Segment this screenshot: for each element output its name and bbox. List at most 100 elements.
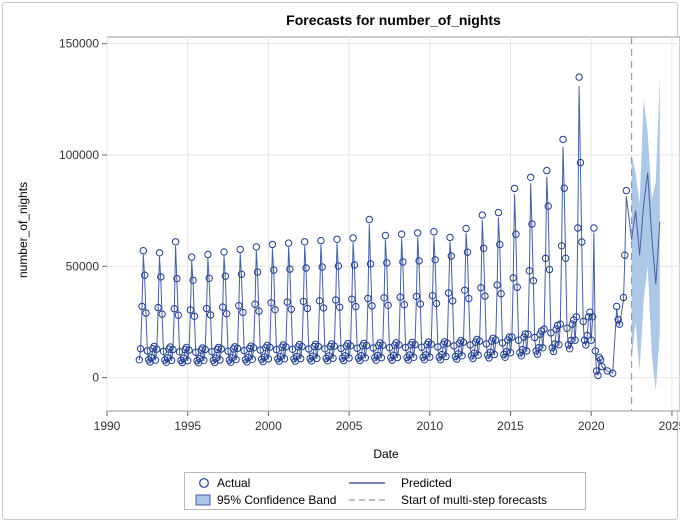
actual-point <box>536 330 544 338</box>
x-axis-label: Date <box>373 447 399 461</box>
actual-point <box>541 254 550 262</box>
actual-point <box>521 330 529 338</box>
x-tick-label: 2025 <box>659 419 680 433</box>
actual-point <box>174 311 183 319</box>
actual-point <box>576 158 585 167</box>
actual-point <box>345 354 353 362</box>
actual-point <box>330 342 338 350</box>
actual-point <box>395 341 403 349</box>
actual-point <box>251 300 259 308</box>
actual-point <box>334 262 343 270</box>
actual-point <box>190 312 199 320</box>
actual-point <box>416 300 425 308</box>
actual-point <box>135 356 144 364</box>
actual-point <box>551 340 559 348</box>
actual-point <box>494 208 503 217</box>
actual-marker-icon <box>199 478 209 488</box>
actual-point <box>366 260 375 268</box>
actual-point <box>361 354 369 362</box>
y-tick-label: 50000 <box>66 259 100 273</box>
actual-point <box>502 347 511 356</box>
actual-point <box>493 281 501 289</box>
actual-point <box>204 250 212 259</box>
actual-point <box>301 238 309 246</box>
actual-point <box>461 286 469 294</box>
actual-point <box>529 277 538 285</box>
actual-point <box>329 354 337 362</box>
actual-point <box>525 267 534 275</box>
actual-point <box>282 343 290 351</box>
actual-point <box>563 324 571 332</box>
actual-point <box>567 336 575 345</box>
actual-point <box>377 354 386 362</box>
x-tick-label: 1995 <box>174 419 201 433</box>
actual-point <box>180 354 188 362</box>
actual-point <box>163 354 172 362</box>
actual-point <box>505 333 513 341</box>
actual-point <box>138 302 146 311</box>
y-tick-label: 0 <box>92 371 99 385</box>
y-axis-label: number_of_nights <box>16 182 30 278</box>
actual-point <box>173 274 181 283</box>
actual-point <box>411 340 419 349</box>
actual-point <box>396 293 404 301</box>
actual-point <box>349 234 357 242</box>
x-tick-label: 2005 <box>336 419 363 433</box>
actual-point <box>217 345 226 353</box>
actual-point <box>422 351 430 359</box>
actual-point <box>169 345 177 354</box>
actual-point <box>270 266 278 274</box>
actual-point <box>248 355 257 363</box>
actual-point <box>430 228 438 236</box>
forecast-start-line-icon <box>349 499 385 501</box>
actual-point <box>518 345 527 354</box>
actual-point <box>271 306 279 314</box>
actual-point <box>237 270 246 278</box>
actual-point <box>479 244 488 253</box>
actual-point <box>412 292 421 301</box>
legend-label-band: 95% Confidence Band <box>217 493 337 507</box>
actual-point <box>314 342 322 351</box>
actual-point <box>228 354 236 362</box>
actual-point <box>431 256 439 264</box>
actual-point <box>400 301 408 309</box>
predicted-line-icon <box>349 482 385 484</box>
actual-point <box>539 344 547 352</box>
actual-point <box>364 294 372 303</box>
actual-point <box>197 346 205 354</box>
actual-point <box>136 345 145 353</box>
actual-point <box>458 352 466 360</box>
actual-point <box>379 341 387 349</box>
actual-point <box>426 353 434 361</box>
actual-point <box>475 337 484 345</box>
actual-point <box>365 215 373 224</box>
actual-point <box>189 276 197 284</box>
actual-point <box>202 304 211 313</box>
actual-point <box>572 313 581 321</box>
actual-point <box>287 305 295 313</box>
actual-point <box>221 272 230 280</box>
actual-point <box>220 248 228 256</box>
actual-point <box>415 257 423 265</box>
actual-point <box>266 343 274 351</box>
x-tick-label: 2015 <box>497 419 524 433</box>
actual-point <box>293 352 301 361</box>
actual-point <box>313 354 321 363</box>
actual-point <box>383 259 391 267</box>
confidence-band-icon <box>195 494 211 506</box>
actual-point <box>399 258 407 266</box>
actual-point <box>380 294 388 302</box>
actual-point <box>318 263 326 271</box>
y-tick-label: 100000 <box>59 148 99 162</box>
actual-point <box>496 240 504 249</box>
actual-point <box>352 302 360 311</box>
actual-point <box>384 301 392 309</box>
actual-point <box>341 352 349 360</box>
actual-point <box>315 297 324 305</box>
actual-point <box>405 351 414 359</box>
actual-point <box>596 356 605 364</box>
actual-point <box>481 292 489 300</box>
actual-point <box>559 135 567 144</box>
actual-point <box>284 239 293 247</box>
